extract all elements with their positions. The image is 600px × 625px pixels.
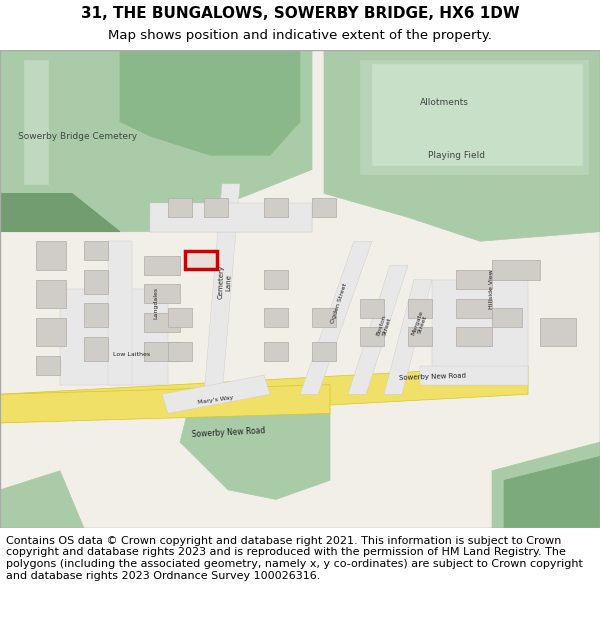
Polygon shape	[0, 384, 330, 423]
Text: Sowerby New Road: Sowerby New Road	[398, 372, 466, 381]
Text: Boston
Street: Boston Street	[376, 314, 392, 338]
Polygon shape	[492, 442, 600, 528]
Bar	[312, 308, 336, 328]
Bar	[168, 308, 192, 328]
Bar	[84, 337, 108, 361]
Text: Map shows position and indicative extent of the property.: Map shows position and indicative extent…	[108, 29, 492, 42]
Polygon shape	[108, 241, 132, 384]
Polygon shape	[0, 366, 528, 423]
Bar	[204, 198, 228, 217]
Bar	[360, 328, 384, 346]
Bar	[540, 318, 576, 346]
Bar	[36, 318, 66, 346]
Bar	[456, 270, 492, 289]
Text: Low Laithes: Low Laithes	[113, 352, 151, 357]
Bar	[144, 342, 180, 361]
Bar	[264, 308, 288, 328]
Polygon shape	[300, 241, 372, 394]
Bar	[36, 241, 66, 270]
Text: Mary's Way: Mary's Way	[198, 395, 234, 405]
Bar	[360, 299, 384, 318]
Bar	[168, 198, 192, 217]
Bar	[456, 328, 492, 346]
Text: Contains OS data © Crown copyright and database right 2021. This information is : Contains OS data © Crown copyright and d…	[6, 536, 583, 581]
Polygon shape	[120, 50, 300, 155]
Polygon shape	[150, 203, 312, 232]
Bar	[84, 241, 108, 261]
Bar	[168, 342, 192, 361]
Polygon shape	[24, 59, 48, 184]
Polygon shape	[0, 194, 120, 232]
Bar	[144, 284, 180, 303]
Polygon shape	[180, 384, 330, 499]
Bar	[144, 256, 180, 275]
Polygon shape	[162, 375, 270, 413]
Polygon shape	[504, 456, 600, 528]
Polygon shape	[348, 265, 408, 394]
Polygon shape	[150, 217, 312, 232]
Text: Sowerby New Road: Sowerby New Road	[191, 426, 265, 439]
Bar	[144, 313, 180, 332]
Bar	[492, 308, 522, 328]
Polygon shape	[204, 184, 240, 394]
Polygon shape	[324, 50, 600, 241]
Bar	[492, 261, 540, 279]
Bar	[84, 270, 108, 294]
Polygon shape	[420, 366, 528, 384]
Polygon shape	[384, 279, 432, 394]
Text: Cemetery
Lane: Cemetery Lane	[218, 265, 232, 299]
Bar	[408, 299, 432, 318]
Text: 31, THE BUNGALOWS, SOWERBY BRIDGE, HX6 1DW: 31, THE BUNGALOWS, SOWERBY BRIDGE, HX6 1…	[80, 6, 520, 21]
Bar	[312, 342, 336, 361]
Text: Margate
Street: Margate Street	[410, 310, 430, 338]
Text: Ogden Street: Ogden Street	[330, 282, 348, 324]
Bar	[312, 198, 336, 217]
Bar	[408, 328, 432, 346]
Text: Sowerby Bridge Cemetery: Sowerby Bridge Cemetery	[19, 131, 137, 141]
Polygon shape	[360, 59, 588, 174]
Polygon shape	[432, 279, 528, 384]
Bar	[36, 356, 60, 375]
Bar	[264, 270, 288, 289]
Bar	[84, 303, 108, 328]
Bar	[36, 279, 66, 308]
Bar	[456, 299, 492, 318]
Polygon shape	[0, 471, 84, 528]
Text: Langdales: Langdales	[154, 287, 158, 319]
Bar	[185, 251, 217, 269]
Text: Allotments: Allotments	[419, 98, 469, 107]
Bar	[264, 342, 288, 361]
Bar	[264, 198, 288, 217]
Text: Hillside View: Hillside View	[490, 269, 494, 309]
Polygon shape	[0, 50, 312, 232]
Polygon shape	[372, 64, 582, 165]
Text: Playing Field: Playing Field	[427, 151, 485, 159]
Polygon shape	[60, 289, 168, 384]
